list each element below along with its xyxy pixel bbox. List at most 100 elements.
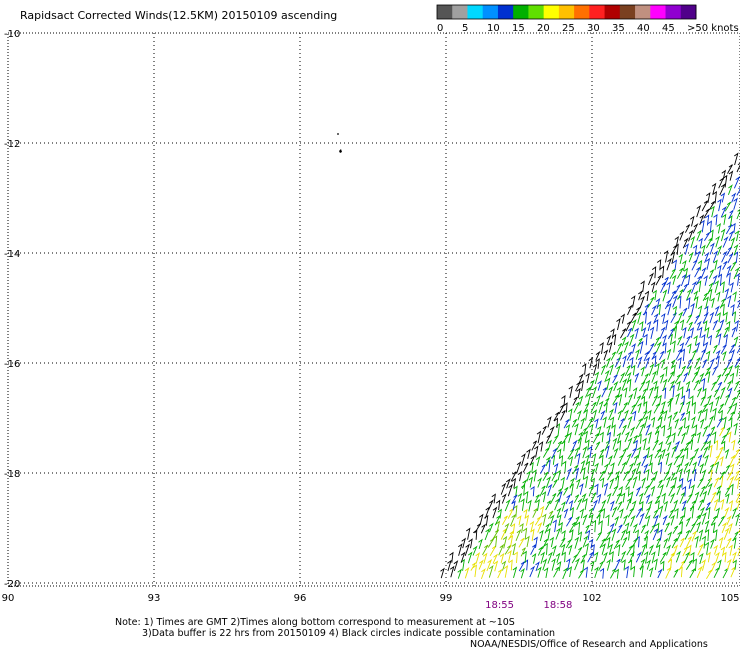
wind-barb xyxy=(733,244,739,256)
wind-barb xyxy=(598,561,604,571)
wind-barb xyxy=(511,494,518,504)
wind-barb xyxy=(729,411,735,421)
wind-barb xyxy=(691,281,697,294)
wind-barb xyxy=(701,512,707,525)
wind-barb xyxy=(723,527,730,540)
wind-barb xyxy=(574,446,580,459)
wind-barb xyxy=(721,434,727,444)
wind-barb xyxy=(722,416,727,429)
wind-barb xyxy=(569,507,574,518)
wind-barb xyxy=(617,409,623,421)
wind-barb xyxy=(710,538,715,549)
wind-barb xyxy=(683,551,691,564)
wind-barb xyxy=(690,215,695,227)
wind-barb xyxy=(610,522,615,533)
wind-barb xyxy=(638,492,644,504)
wind-barb xyxy=(630,312,637,324)
wind-barb xyxy=(470,562,477,571)
wind-barb xyxy=(696,431,702,444)
wind-barb xyxy=(724,201,732,212)
wind-barb xyxy=(705,433,711,443)
wind-barb xyxy=(531,440,538,451)
wind-barb xyxy=(639,558,646,571)
wind-barb xyxy=(606,431,612,444)
wind-barb xyxy=(685,224,691,233)
wind-barb xyxy=(700,348,707,361)
wind-barb xyxy=(663,250,669,263)
wind-barb xyxy=(697,454,703,466)
wind-barb xyxy=(635,551,642,563)
wind-barb xyxy=(696,565,703,578)
wind-barb xyxy=(694,357,701,369)
wind-barb xyxy=(665,566,672,579)
wind-barb xyxy=(555,423,561,436)
wind-barb xyxy=(667,302,672,316)
wind-barb xyxy=(701,334,706,347)
wind-barb xyxy=(565,493,572,505)
wind-barb xyxy=(735,476,740,489)
wind-barb xyxy=(700,377,706,390)
wind-barb xyxy=(648,544,655,555)
wind-barb xyxy=(673,320,680,332)
wind-barb xyxy=(661,312,666,325)
wind-barb xyxy=(631,319,637,332)
wind-barb xyxy=(582,535,589,548)
wind-barb xyxy=(556,507,562,518)
wind-barb xyxy=(728,170,734,181)
wind-barb xyxy=(674,507,679,519)
wind-barb xyxy=(700,267,707,279)
wind-barb xyxy=(643,485,650,496)
wind-barb xyxy=(511,500,516,511)
wind-barb xyxy=(625,478,632,488)
wind-barb xyxy=(696,521,702,533)
wind-barb xyxy=(655,298,661,309)
wind-barb xyxy=(685,559,693,571)
wind-barb xyxy=(634,395,642,407)
colorbar-label: 15 xyxy=(512,23,525,34)
wind-barb xyxy=(588,538,594,549)
wind-barb xyxy=(600,508,606,519)
wind-barb xyxy=(696,365,701,376)
wind-barb xyxy=(473,529,478,540)
wind-barb xyxy=(671,538,678,549)
wind-barb xyxy=(535,456,541,467)
wind-barb xyxy=(726,380,733,390)
wind-barb xyxy=(653,470,658,481)
wind-barb xyxy=(719,183,726,196)
wind-barb xyxy=(707,220,712,233)
wind-barb xyxy=(589,423,594,435)
wind-barb xyxy=(666,544,672,556)
wind-barb xyxy=(709,242,715,255)
wind-barb xyxy=(710,297,715,308)
wind-barb xyxy=(546,459,551,473)
wind-barb xyxy=(737,547,740,557)
wind-barb xyxy=(605,377,611,391)
wind-barb xyxy=(590,468,596,481)
wind-barb xyxy=(530,528,535,542)
wind-barb xyxy=(636,461,642,473)
wind-barb xyxy=(608,385,614,398)
wind-barb xyxy=(580,417,586,430)
wind-barb xyxy=(679,319,685,330)
wind-barb xyxy=(571,439,578,451)
wind-barb xyxy=(674,243,679,255)
colorbar-swatch xyxy=(467,5,484,19)
wind-barb xyxy=(488,499,494,510)
wind-barb xyxy=(517,515,522,526)
wind-barb xyxy=(736,389,740,400)
wind-barb xyxy=(720,281,725,293)
wind-barb xyxy=(686,400,691,413)
wind-barb xyxy=(482,552,488,564)
wind-barb xyxy=(601,387,607,398)
wind-barb xyxy=(600,364,607,375)
wind-barb xyxy=(621,378,628,391)
wind-barb xyxy=(719,471,726,481)
wind-barb xyxy=(639,340,644,354)
wind-barb xyxy=(713,544,719,555)
wind-barb xyxy=(553,462,559,474)
wind-barb xyxy=(652,289,657,301)
wind-barb xyxy=(648,477,655,488)
wind-barb xyxy=(706,237,713,249)
wind-barb xyxy=(630,404,636,415)
wind-barb xyxy=(553,566,560,578)
